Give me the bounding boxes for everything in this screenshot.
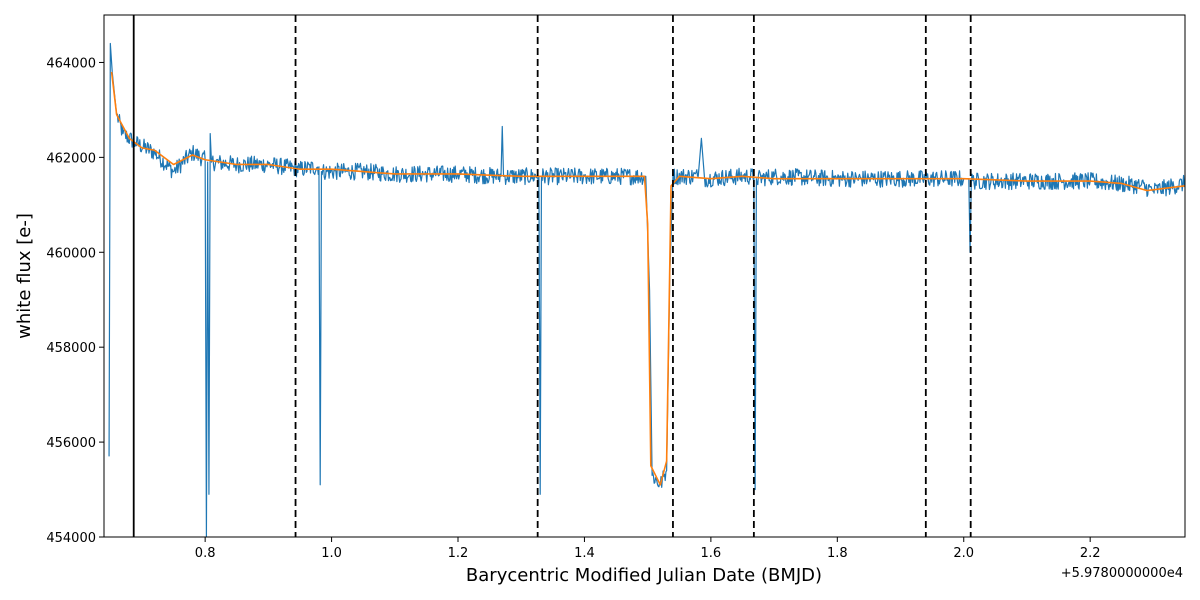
y-tick-label: 460000	[46, 246, 96, 261]
y-tick-label: 464000	[46, 56, 96, 71]
x-tick-label: 1.0	[321, 546, 342, 561]
x-tick-label: 1.2	[448, 546, 469, 561]
y-axis-title: white flux [e-]	[14, 213, 35, 339]
x-axis-offset-label: +5.9780000000e4	[1061, 566, 1183, 581]
series-line-raw	[108, 42, 1185, 537]
series-line-smoothed	[110, 71, 1185, 486]
vertical-lines-layer	[132, 15, 972, 537]
y-tick-label: 462000	[46, 151, 96, 166]
x-tick-label: 1.4	[574, 546, 595, 561]
x-tick-label: 0.8	[195, 546, 216, 561]
y-tick-label: 458000	[46, 341, 96, 356]
x-tick-label: 1.8	[827, 546, 848, 561]
x-tick-label: 2.0	[953, 546, 974, 561]
y-axis-ticks: 454000 456000 458000 460000 462000 464000	[46, 56, 104, 546]
x-axis-title: Barycentric Modified Julian Date (BMJD)	[466, 565, 822, 586]
x-tick-label: 2.2	[1080, 546, 1101, 561]
y-tick-label: 456000	[46, 436, 96, 451]
x-tick-label: 1.6	[701, 546, 722, 561]
y-tick-label: 454000	[46, 531, 96, 546]
x-axis-ticks: 0.8 1.0 1.2 1.4 1.6 1.8 2.0 2.2	[195, 537, 1101, 561]
plot-frame	[103, 14, 1186, 538]
series-layer	[108, 42, 1185, 537]
